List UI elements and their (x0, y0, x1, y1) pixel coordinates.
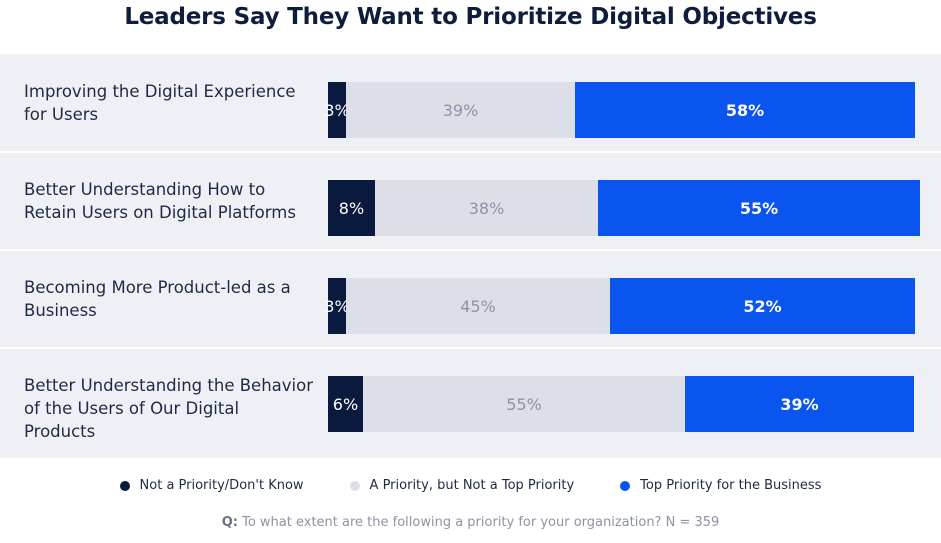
bar-segment-series-1: 38% (375, 180, 598, 236)
legend: Not a Priority/Don't Know A Priority, but… (0, 478, 941, 493)
data-label: 39% (780, 394, 819, 414)
chart-title: Leaders Say They Want to Prioritize Digi… (124, 4, 817, 30)
row-divider (0, 347, 941, 349)
category-label-line: Better Understanding How to (24, 180, 266, 199)
legend-label: Not a Priority/Don't Know (139, 478, 304, 493)
bar-segment-series-0: 3% (324, 278, 350, 334)
bar-segment-series-2: 39% (685, 376, 914, 432)
data-label: 55% (739, 198, 779, 218)
bar-segment-series-2: 55% (598, 180, 920, 236)
category-label: Better Understanding the Behavior of the … (24, 374, 314, 443)
legend-dot-icon (620, 480, 631, 491)
bar-segment-series-2: 58% (575, 82, 915, 138)
data-label: 38% (468, 198, 505, 218)
category-label: Better Understanding How to Retain Users … (24, 178, 314, 224)
chart-panel: Improving the Digital Experience for User… (0, 54, 941, 458)
legend-dot-icon (119, 480, 130, 491)
category-label-line: Better Understanding the Behavior (24, 376, 313, 395)
bar-segment-series-0: 6% (328, 376, 363, 432)
row-divider (0, 249, 941, 251)
category-label: Improving the Digital Experience for User… (24, 80, 314, 126)
footnote-prefix: Q: (221, 515, 238, 530)
bar-segment-series-1: 55% (363, 376, 685, 432)
bar-segment-series-0: 8% (328, 180, 375, 236)
footnote: Q: To what extent are the following a pr… (0, 515, 941, 530)
category-label-line: Becoming More Product-led as a (24, 278, 291, 297)
legend-dot-icon (349, 480, 360, 491)
legend-label: Top Priority for the Business (640, 478, 822, 493)
legend-label: A Priority, but Not a Top Priority (369, 478, 575, 493)
footnote-text: To what extent are the following a prior… (237, 515, 720, 530)
data-label: 45% (460, 296, 496, 316)
data-label: 3% (324, 296, 350, 316)
bar-segment-series-1: 45% (346, 278, 610, 334)
category-label: Becoming More Product-led as a Business (24, 276, 314, 322)
data-label: 55% (506, 394, 542, 414)
category-label-line: Improving the Digital Experience (24, 82, 296, 101)
legend-item: Not a Priority/Don't Know (119, 478, 304, 493)
row-divider (0, 151, 941, 153)
legend-item: A Priority, but Not a Top Priority (349, 478, 575, 493)
data-label: 58% (725, 100, 765, 120)
category-label-line: of the Users of Our Digital Products (24, 399, 240, 441)
category-label-line: Business (24, 301, 97, 320)
data-label: 39% (442, 100, 479, 120)
bar-segment-series-0: 3% (324, 82, 350, 138)
category-label-line: Retain Users on Digital Platforms (24, 203, 296, 222)
category-label-line: for Users (24, 105, 99, 124)
bar-segment-series-2: 52% (610, 278, 915, 334)
legend-item: Top Priority for the Business (620, 478, 821, 493)
data-label: 52% (743, 296, 782, 316)
bar-segment-series-1: 39% (346, 82, 575, 138)
data-label: 3% (324, 100, 350, 120)
data-label: 8% (338, 198, 365, 218)
data-label: 6% (332, 394, 359, 414)
